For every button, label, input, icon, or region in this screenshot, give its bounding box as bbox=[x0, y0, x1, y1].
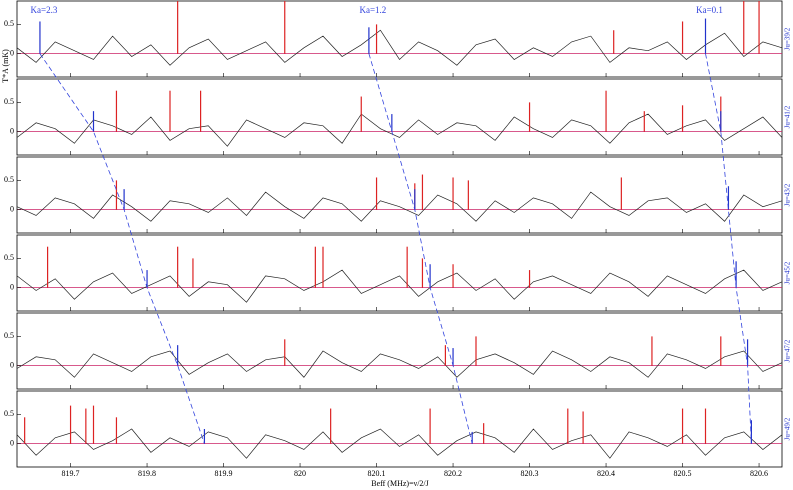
panel-label: Ju=41/2 bbox=[784, 105, 792, 128]
spectrum-line bbox=[16, 29, 783, 66]
x-tick-label: 820.4 bbox=[597, 469, 615, 478]
track-line bbox=[705, 53, 752, 444]
track-label: Ka=0.1 bbox=[696, 5, 723, 15]
x-axis-label: Beff (MHz)=ν/2/J bbox=[371, 479, 429, 488]
y-tick-label: 0 bbox=[10, 360, 14, 369]
y-axis-label: T*A (mK) bbox=[1, 49, 10, 83]
spectrum-line bbox=[16, 113, 783, 147]
y-tick-label: 0.5 bbox=[4, 175, 14, 184]
x-tick-label: 819.9 bbox=[215, 469, 233, 478]
x-tick-label: 820.5 bbox=[674, 469, 692, 478]
x-tick-label: 820.1 bbox=[368, 469, 386, 478]
panel-label: Ju=39/2 bbox=[784, 27, 792, 50]
y-tick-label: 0.5 bbox=[4, 97, 14, 106]
x-tick-label: 819.7 bbox=[62, 469, 80, 478]
spectrum-line bbox=[16, 269, 783, 303]
y-tick-label: 0 bbox=[10, 126, 14, 135]
panel-label: Ju=45/2 bbox=[784, 261, 792, 284]
track-line bbox=[39, 53, 205, 444]
panel-label: Ju=47/2 bbox=[784, 339, 792, 362]
y-tick-label: 0 bbox=[10, 282, 14, 291]
panel-frame bbox=[16, 0, 783, 78]
y-tick-label: 0.5 bbox=[4, 331, 14, 340]
x-tick-label: 819.8 bbox=[138, 469, 156, 478]
track-label: Ka=1.2 bbox=[359, 5, 386, 15]
panel-frame bbox=[16, 78, 783, 156]
track-line bbox=[368, 53, 473, 444]
y-tick-label: 0 bbox=[10, 438, 14, 447]
spectrum-line bbox=[16, 191, 783, 222]
panel-label: Ju=49/2 bbox=[784, 417, 792, 440]
spectrum-line bbox=[16, 350, 783, 378]
y-tick-label: 0.5 bbox=[4, 253, 14, 262]
y-tick-label: 0.5 bbox=[4, 409, 14, 418]
spectrum-line bbox=[16, 428, 783, 459]
panel-label: Ju=43/2 bbox=[784, 183, 792, 206]
x-tick-label: 820.6 bbox=[750, 469, 768, 478]
panel-frame bbox=[16, 390, 783, 468]
y-tick-label: 0.5 bbox=[4, 19, 14, 28]
panel-frame bbox=[16, 234, 783, 312]
track-label: Ka=2.3 bbox=[31, 5, 58, 15]
y-tick-label: 0 bbox=[10, 48, 14, 57]
panel-frame bbox=[16, 312, 783, 390]
x-tick-label: 820.2 bbox=[444, 469, 462, 478]
y-tick-label: 0 bbox=[10, 204, 14, 213]
panel-frame bbox=[16, 156, 783, 234]
x-tick-label: 820 bbox=[294, 469, 306, 478]
x-tick-label: 820.3 bbox=[521, 469, 539, 478]
